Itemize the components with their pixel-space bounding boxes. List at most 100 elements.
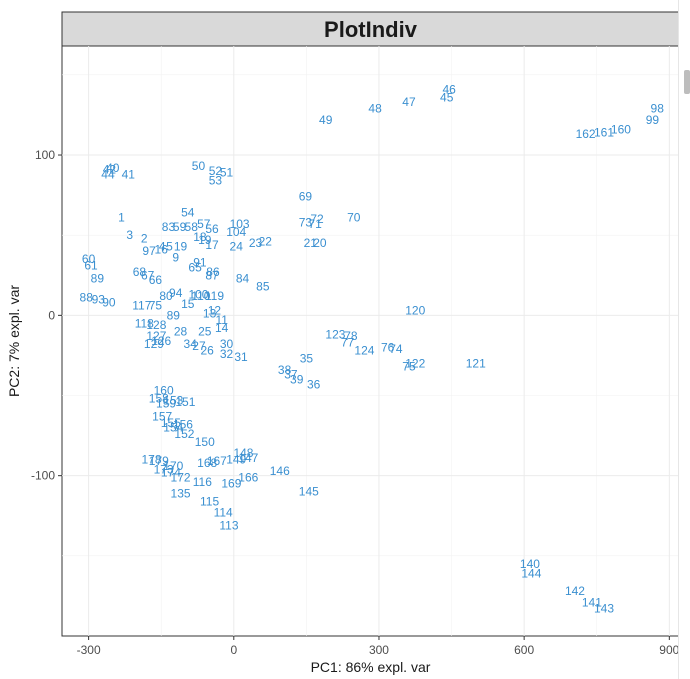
sample-label: 30 xyxy=(220,337,234,351)
sample-label: 158 xyxy=(149,392,169,406)
sample-label: 34 xyxy=(184,337,198,351)
sample-label: 135 xyxy=(171,486,191,500)
sample-label: 41 xyxy=(122,167,136,181)
sample-label: 146 xyxy=(270,464,290,478)
sample-label: 143 xyxy=(594,602,614,616)
sample-label: 74 xyxy=(389,342,403,356)
sample-label: 145 xyxy=(299,485,319,499)
sample-label: 76 xyxy=(381,340,395,354)
sample-label: 58 xyxy=(185,220,199,234)
sample-label: 104 xyxy=(226,225,246,239)
sample-label: 152 xyxy=(174,427,194,441)
sample-label: 17 xyxy=(205,238,219,252)
sample-label: 124 xyxy=(354,344,374,358)
sample-label: 28 xyxy=(174,324,188,338)
sample-label: 159 xyxy=(156,397,176,411)
sample-label: 70 xyxy=(347,211,361,225)
sample-label: 141 xyxy=(582,595,602,609)
sample-label: 173 xyxy=(154,462,174,476)
sample-label: 22 xyxy=(259,235,273,249)
grid-lines xyxy=(62,46,679,636)
sample-label: 49 xyxy=(319,113,333,127)
sample-label: 148 xyxy=(233,446,253,460)
sample-label: 169 xyxy=(221,477,241,491)
sample-label: 80 xyxy=(159,289,173,303)
sample-label: 66 xyxy=(149,273,163,287)
sample-label: 19 xyxy=(198,233,212,247)
sample-label: 174 xyxy=(161,465,181,479)
sample-label: 1 xyxy=(118,211,125,225)
sample-label: 19 xyxy=(174,239,188,253)
sample-label: 156 xyxy=(173,417,193,431)
x-tick-label: 0 xyxy=(230,643,237,657)
sample-label: 161 xyxy=(594,126,614,140)
sample-label: 90 xyxy=(102,296,116,310)
sample-label: 93 xyxy=(92,292,106,306)
sample-label: 26 xyxy=(200,344,214,358)
sample-label: 127 xyxy=(146,329,166,343)
sample-label: 114 xyxy=(214,506,233,520)
sample-label: 119 xyxy=(205,289,224,303)
sample-label: 13 xyxy=(203,307,217,321)
sample-label: 32 xyxy=(220,347,234,361)
sample-label: 31 xyxy=(234,350,248,364)
sample-label: 98 xyxy=(651,102,665,116)
sample-label: 73 xyxy=(299,215,313,229)
sample-label: 89 xyxy=(167,308,181,322)
sample-label: 155 xyxy=(161,416,181,430)
sample-label: 150 xyxy=(195,435,215,449)
sample-label: 61 xyxy=(84,259,98,273)
plot-panel xyxy=(61,45,680,637)
sample-label: 50 xyxy=(192,159,206,173)
sample-label: 123 xyxy=(325,328,345,342)
sample-label: 170 xyxy=(163,459,183,473)
sample-label: 68 xyxy=(133,265,147,279)
sample-label: 12 xyxy=(208,304,222,318)
sample-label: 69 xyxy=(299,190,313,204)
sample-label: 168 xyxy=(197,456,217,470)
sample-label: 27 xyxy=(192,339,206,353)
sample-label: 44 xyxy=(101,167,115,181)
sample-label: 77 xyxy=(341,336,355,350)
sample-label: 18 xyxy=(193,230,207,244)
sample-label: 179 xyxy=(149,454,169,468)
sample-label: 4 xyxy=(159,239,166,253)
sample-label: 94 xyxy=(169,286,183,300)
sample-label: 100 xyxy=(188,288,208,302)
sample-label: 140 xyxy=(520,557,540,571)
sample-label: 25 xyxy=(198,324,212,338)
scrollbar-thumb[interactable] xyxy=(684,70,690,94)
sample-label: 151 xyxy=(175,395,195,409)
sample-label: 120 xyxy=(405,304,425,318)
x-tick-label: 900 xyxy=(659,643,679,657)
sample-label: 54 xyxy=(181,206,195,220)
sample-label: 162 xyxy=(576,127,596,141)
sample-label: 149 xyxy=(226,453,246,467)
sample-label: 56 xyxy=(205,222,219,236)
sample-label: 47 xyxy=(402,95,416,109)
sample-label: 59 xyxy=(173,220,187,234)
sample-label: 3 xyxy=(126,228,133,242)
sample-label: 84 xyxy=(236,271,250,285)
y-tick-label: 100 xyxy=(35,148,55,162)
sample-label: 23 xyxy=(249,236,263,250)
sample-label: 24 xyxy=(230,239,244,253)
sample-label: 126 xyxy=(151,334,171,348)
y-tick-label: -100 xyxy=(31,469,55,483)
y-axis-title: PC2: 7% expl. var xyxy=(6,285,22,397)
sample-label: 160 xyxy=(154,384,174,398)
sample-label: 157 xyxy=(152,409,172,423)
window-scrollbar[interactable] xyxy=(678,0,690,679)
sample-label: 37 xyxy=(284,368,298,382)
sample-label: 15 xyxy=(181,297,195,311)
sample-label: 78 xyxy=(344,329,358,343)
x-tick-label: 600 xyxy=(514,643,534,657)
sample-label: 48 xyxy=(368,102,382,116)
sample-label: 75 xyxy=(149,299,163,313)
sample-label: 167 xyxy=(207,454,227,468)
sample-label: 115 xyxy=(200,494,219,508)
sample-label: 40 xyxy=(106,161,120,175)
sample-label: 129 xyxy=(144,337,164,351)
sample-label: 118 xyxy=(135,316,154,330)
